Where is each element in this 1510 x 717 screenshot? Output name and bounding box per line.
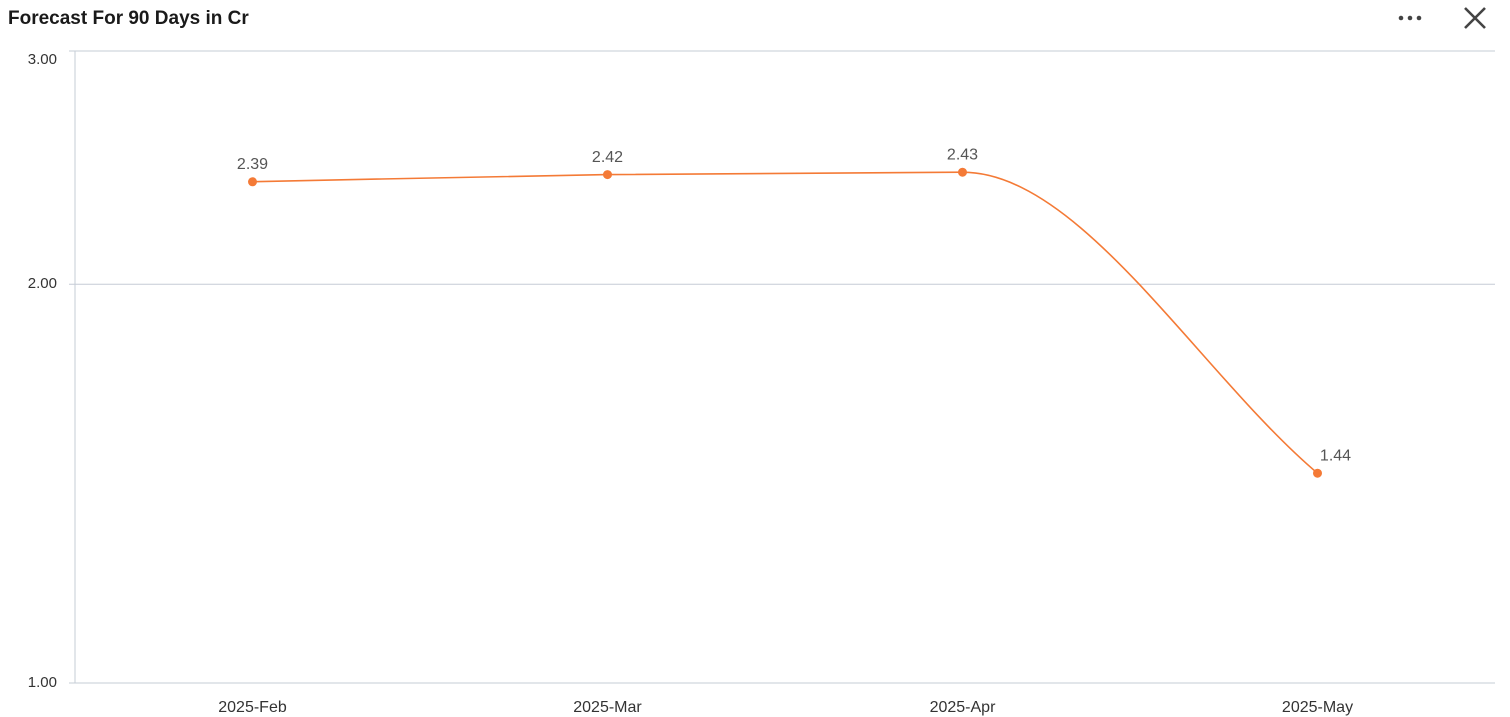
line bbox=[252, 171, 1319, 474]
point bbox=[1313, 468, 1322, 478]
data-label: 2.43 bbox=[947, 146, 978, 163]
chart-title: Forecast For 90 Days in Cr bbox=[8, 8, 249, 29]
x-tick-label: 2025-May bbox=[1282, 699, 1353, 716]
data-label: 2.39 bbox=[237, 156, 268, 173]
point bbox=[603, 170, 612, 180]
x-tick-label: 2025-Mar bbox=[573, 699, 642, 716]
x-tick-label: 2025-Feb bbox=[218, 699, 287, 716]
more-button[interactable] bbox=[1392, 4, 1428, 34]
close-button[interactable] bbox=[1460, 4, 1490, 34]
point bbox=[958, 167, 967, 177]
data-label: 1.44 bbox=[1320, 447, 1351, 464]
x-tick-label: 2025-Apr bbox=[930, 699, 996, 716]
data-label: 2.42 bbox=[592, 149, 623, 166]
y-tick-label: 2.00 bbox=[28, 275, 57, 292]
y-tick-label: 1.00 bbox=[28, 674, 57, 691]
point bbox=[248, 177, 257, 187]
y-tick-label: 3.00 bbox=[28, 51, 57, 68]
